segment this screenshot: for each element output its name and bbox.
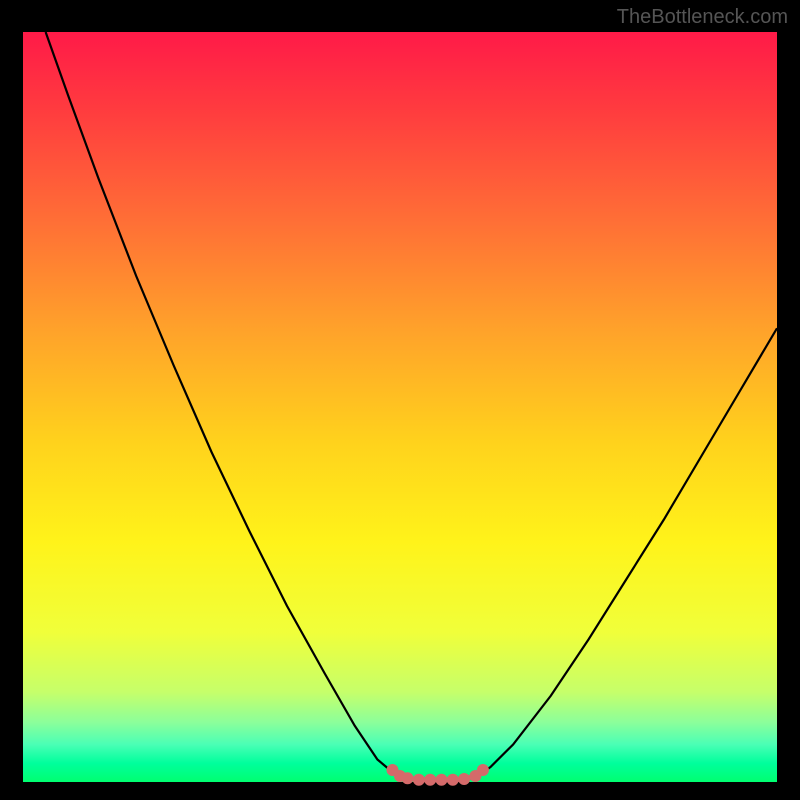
- watermark-text: TheBottleneck.com: [617, 6, 788, 29]
- optimal-marker: [424, 774, 436, 786]
- optimal-marker: [435, 774, 447, 786]
- optimal-marker: [447, 774, 459, 786]
- optimal-marker: [402, 772, 414, 784]
- chart-canvas: TheBottleneck.com: [0, 0, 800, 800]
- plot-svg: [0, 0, 800, 800]
- optimal-marker: [458, 773, 470, 785]
- plot-background: [23, 32, 777, 782]
- optimal-marker: [477, 764, 489, 776]
- optimal-marker: [413, 774, 425, 786]
